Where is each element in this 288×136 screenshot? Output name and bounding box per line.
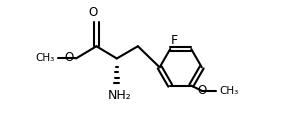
Text: NH₂: NH₂ (108, 89, 131, 102)
Text: O: O (88, 6, 98, 19)
Text: F: F (171, 34, 178, 47)
Text: CH₃: CH₃ (219, 86, 238, 96)
Text: O: O (198, 84, 207, 97)
Text: CH₃: CH₃ (36, 53, 55, 64)
Text: O: O (64, 51, 73, 64)
